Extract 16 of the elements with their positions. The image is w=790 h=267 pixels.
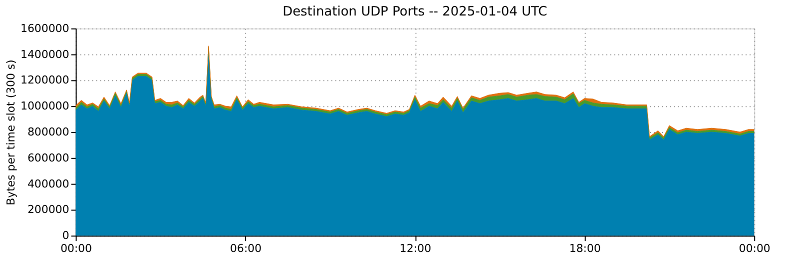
y-tick-label: 800000 xyxy=(27,125,70,138)
chart-title: Destination UDP Ports -- 2025-01-04 UTC xyxy=(282,4,548,20)
y-tick-label: 1200000 xyxy=(20,74,70,87)
x-tick-label: 12:00 xyxy=(400,242,432,256)
y-tick-label: 1400000 xyxy=(20,48,70,61)
y-tick-label: 600000 xyxy=(27,151,70,164)
y-tick-label: 400000 xyxy=(27,177,70,190)
x-tick-label: 06:00 xyxy=(230,242,262,256)
y-tick-label: 1000000 xyxy=(20,100,70,113)
x-tick-label: 18:00 xyxy=(569,242,601,256)
x-tick-label: 00:00 xyxy=(60,242,92,256)
y-tick-label: 200000 xyxy=(27,203,70,216)
y-tick-label: 0 xyxy=(62,229,70,242)
y-tick-label: 1600000 xyxy=(20,22,70,35)
y-axis-title: Bytes per time slot (300 s) xyxy=(4,60,18,206)
x-tick-label: 00:00 xyxy=(738,242,770,256)
